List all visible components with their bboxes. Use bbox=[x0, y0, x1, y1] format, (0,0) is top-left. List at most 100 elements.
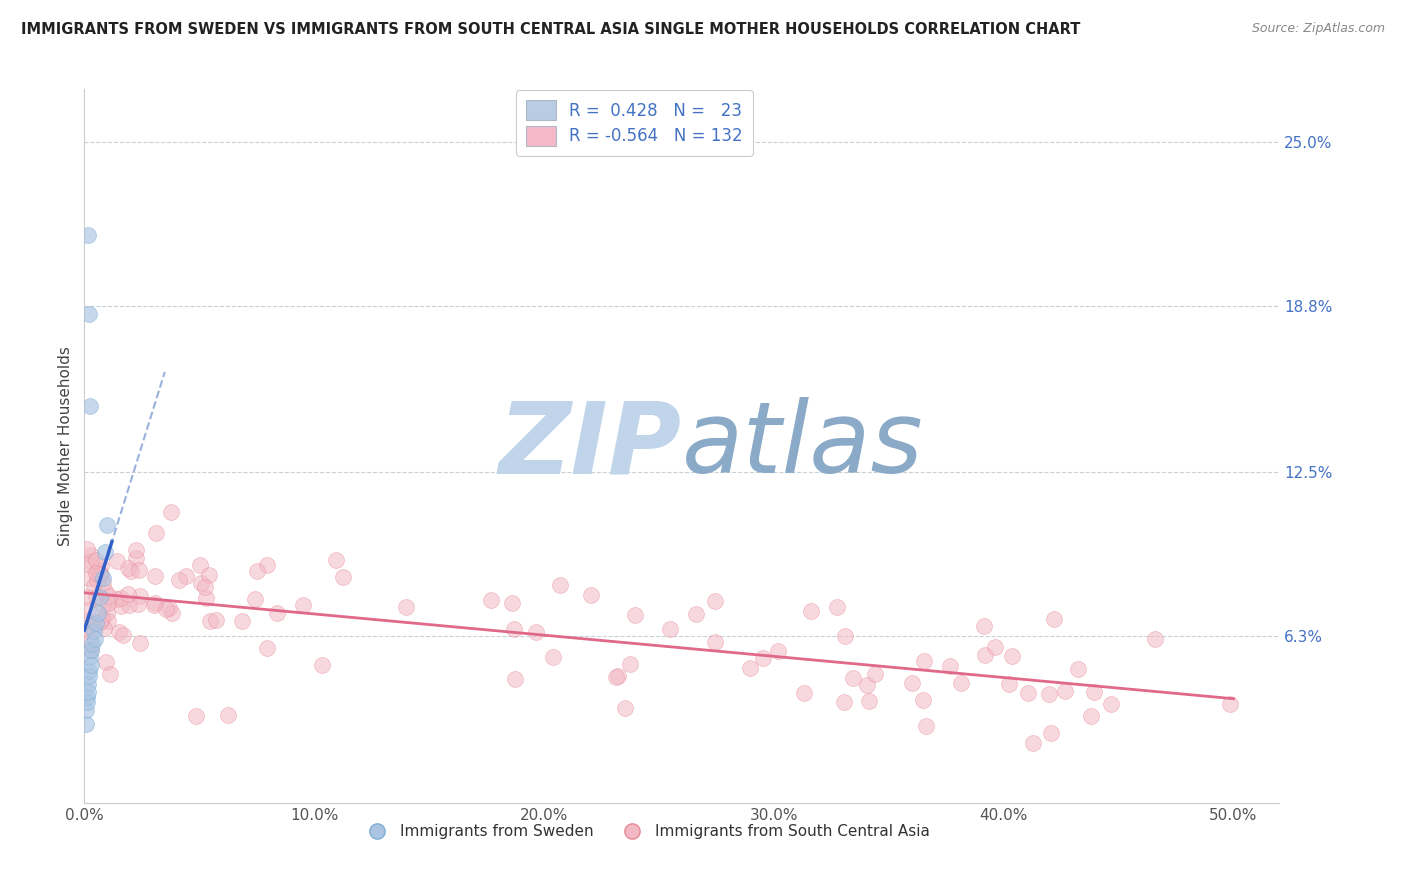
Point bbox=[911, 693, 934, 707]
Point bbox=[76, 690, 98, 704]
Point bbox=[80, 554, 103, 568]
Point bbox=[83, 579, 105, 593]
Point bbox=[685, 607, 707, 621]
Point bbox=[79, 619, 101, 633]
Point bbox=[80, 643, 103, 657]
Legend: Immigrants from Sweden, Immigrants from South Central Asia: Immigrants from Sweden, Immigrants from … bbox=[356, 818, 936, 845]
Point bbox=[84, 616, 107, 631]
Point bbox=[607, 669, 630, 683]
Point bbox=[128, 563, 150, 577]
Point bbox=[703, 635, 725, 649]
Point bbox=[76, 677, 98, 691]
Point bbox=[91, 576, 114, 591]
Point bbox=[1099, 697, 1122, 711]
Point bbox=[80, 642, 103, 657]
Point bbox=[80, 658, 103, 673]
Point bbox=[231, 614, 253, 628]
Point bbox=[865, 667, 887, 681]
Point bbox=[939, 658, 962, 673]
Point bbox=[117, 561, 139, 575]
Point bbox=[75, 703, 97, 717]
Point bbox=[82, 637, 104, 651]
Point bbox=[624, 607, 647, 622]
Point bbox=[256, 558, 278, 572]
Point bbox=[87, 563, 110, 577]
Point bbox=[89, 615, 111, 630]
Point bbox=[197, 567, 219, 582]
Point bbox=[311, 657, 333, 672]
Point bbox=[76, 623, 98, 637]
Point bbox=[1017, 686, 1039, 700]
Point bbox=[105, 592, 128, 607]
Point bbox=[524, 625, 547, 640]
Point bbox=[800, 604, 823, 618]
Point bbox=[97, 614, 120, 628]
Point bbox=[614, 701, 637, 715]
Point bbox=[87, 606, 110, 620]
Point bbox=[949, 676, 972, 690]
Point bbox=[256, 640, 278, 655]
Point bbox=[143, 569, 166, 583]
Point bbox=[77, 664, 100, 678]
Point bbox=[198, 614, 221, 628]
Point bbox=[217, 708, 239, 723]
Point bbox=[332, 570, 354, 584]
Point bbox=[997, 677, 1019, 691]
Y-axis label: Single Mother Households: Single Mother Households bbox=[58, 346, 73, 546]
Point bbox=[108, 625, 131, 640]
Point bbox=[129, 590, 152, 604]
Point bbox=[96, 606, 118, 620]
Point bbox=[912, 654, 935, 668]
Point bbox=[325, 553, 347, 567]
Point bbox=[825, 600, 848, 615]
Point bbox=[973, 618, 995, 632]
Point bbox=[834, 695, 856, 709]
Point bbox=[117, 587, 139, 601]
Point bbox=[94, 655, 117, 669]
Point bbox=[105, 554, 128, 568]
Point bbox=[76, 227, 98, 242]
Point bbox=[1053, 684, 1076, 698]
Text: ZIP: ZIP bbox=[499, 398, 682, 494]
Point bbox=[190, 576, 212, 591]
Point bbox=[160, 606, 183, 620]
Point bbox=[90, 559, 112, 574]
Point bbox=[503, 622, 526, 636]
Point bbox=[110, 599, 132, 614]
Point bbox=[834, 629, 856, 643]
Point bbox=[841, 671, 863, 685]
Point bbox=[86, 573, 108, 587]
Point bbox=[1001, 648, 1024, 663]
Point bbox=[76, 541, 98, 556]
Point bbox=[974, 648, 997, 662]
Point bbox=[246, 564, 269, 578]
Point bbox=[155, 601, 177, 615]
Point bbox=[143, 596, 166, 610]
Point bbox=[1143, 632, 1166, 647]
Point bbox=[75, 716, 97, 731]
Point bbox=[93, 621, 115, 635]
Point bbox=[1067, 662, 1090, 676]
Point bbox=[188, 558, 211, 573]
Point bbox=[127, 597, 149, 611]
Point bbox=[77, 571, 100, 585]
Point bbox=[118, 598, 141, 612]
Point bbox=[128, 635, 150, 649]
Point bbox=[143, 598, 166, 612]
Point bbox=[76, 603, 98, 617]
Point bbox=[79, 650, 101, 665]
Point bbox=[204, 613, 226, 627]
Point bbox=[503, 673, 526, 687]
Point bbox=[76, 695, 98, 709]
Point bbox=[703, 594, 725, 608]
Point bbox=[1039, 725, 1062, 739]
Point bbox=[984, 640, 1007, 655]
Point bbox=[80, 548, 103, 562]
Point bbox=[768, 644, 790, 658]
Point bbox=[658, 622, 681, 636]
Point bbox=[1083, 685, 1105, 699]
Point bbox=[76, 614, 98, 628]
Point bbox=[160, 505, 183, 519]
Point bbox=[915, 719, 938, 733]
Point bbox=[858, 694, 880, 708]
